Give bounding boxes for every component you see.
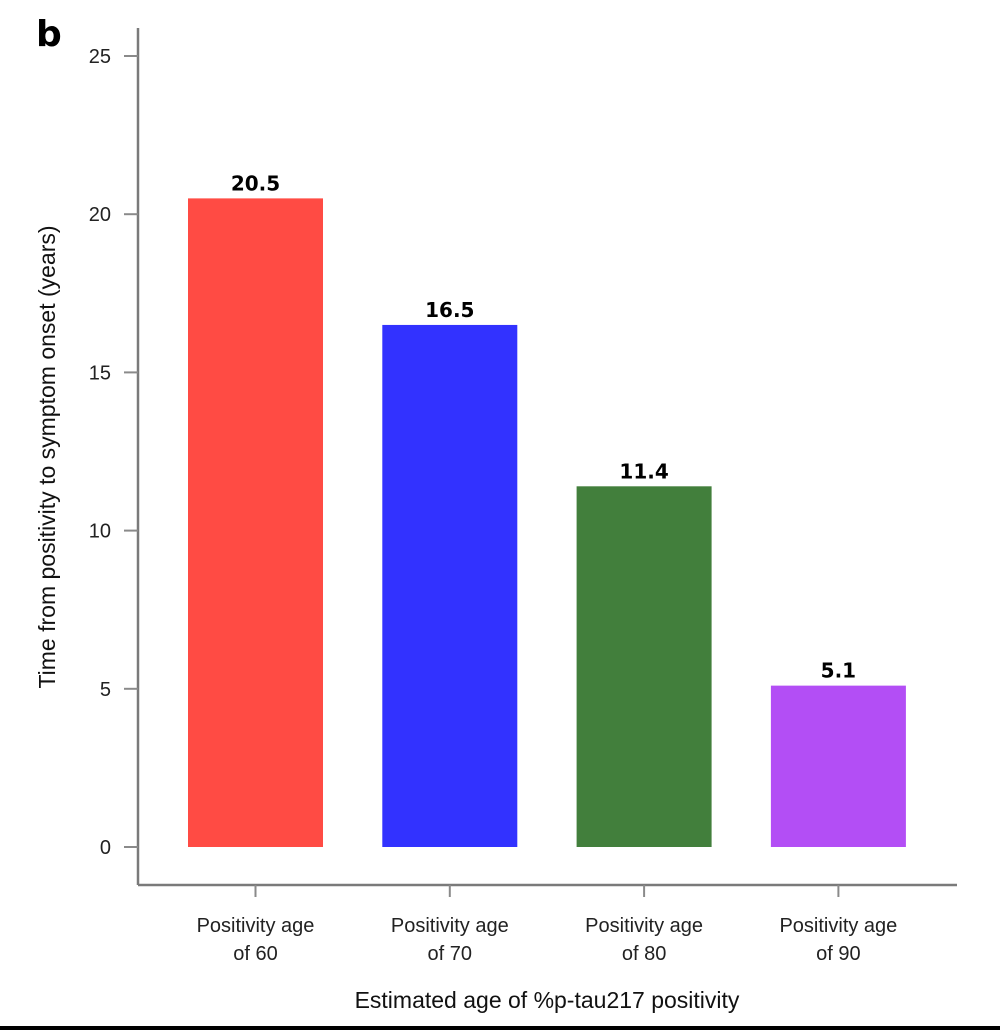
bar (576, 486, 712, 847)
x-tick-label-line: Positivity age (391, 915, 509, 937)
bar-value-label: 20.5 (231, 171, 280, 195)
x-axis-title: Estimated age of %p-tau217 positivity (355, 987, 740, 1013)
y-tick-label: 0 (100, 837, 111, 859)
y-tick-label: 20 (89, 204, 111, 226)
bar-value-label: 11.4 (619, 459, 668, 483)
x-tick-label-line: of 60 (233, 943, 277, 965)
bar (770, 685, 906, 847)
x-tick-label-line: of 90 (816, 943, 860, 965)
bar (188, 198, 323, 847)
x-tick-label-line: of 70 (428, 943, 472, 965)
y-axis-title: Time from positivity to symptom onset (y… (34, 225, 60, 688)
bar-value-label: 5.1 (821, 659, 856, 683)
x-tick-label-line: Positivity age (197, 915, 315, 937)
x-tick-label: Positivity age of 60 (197, 915, 315, 965)
x-tick-label-line: Positivity age (779, 915, 897, 937)
bar (382, 324, 518, 847)
y-tick-label: 5 (100, 679, 111, 701)
x-tick-label-line: Positivity age (585, 915, 703, 937)
x-tick-label: Positivity age of 80 (585, 915, 703, 965)
y-tick-label: 10 (89, 521, 111, 543)
bottom-border (0, 1026, 1000, 1030)
y-tick-label: 15 (89, 362, 111, 384)
bar-value-label: 16.5 (425, 298, 474, 322)
bars (188, 198, 906, 847)
y-axis: 0 5 10 15 20 25 (89, 28, 140, 885)
y-tick-label: 25 (89, 46, 111, 68)
panel-label: b (36, 14, 62, 55)
data-labels: 20.5 16.5 11.4 5.1 (231, 171, 856, 682)
x-tick-label-line: of 80 (622, 943, 666, 965)
x-tick-label: Positivity age of 90 (779, 915, 897, 965)
x-tick-label: Positivity age of 70 (391, 915, 509, 965)
